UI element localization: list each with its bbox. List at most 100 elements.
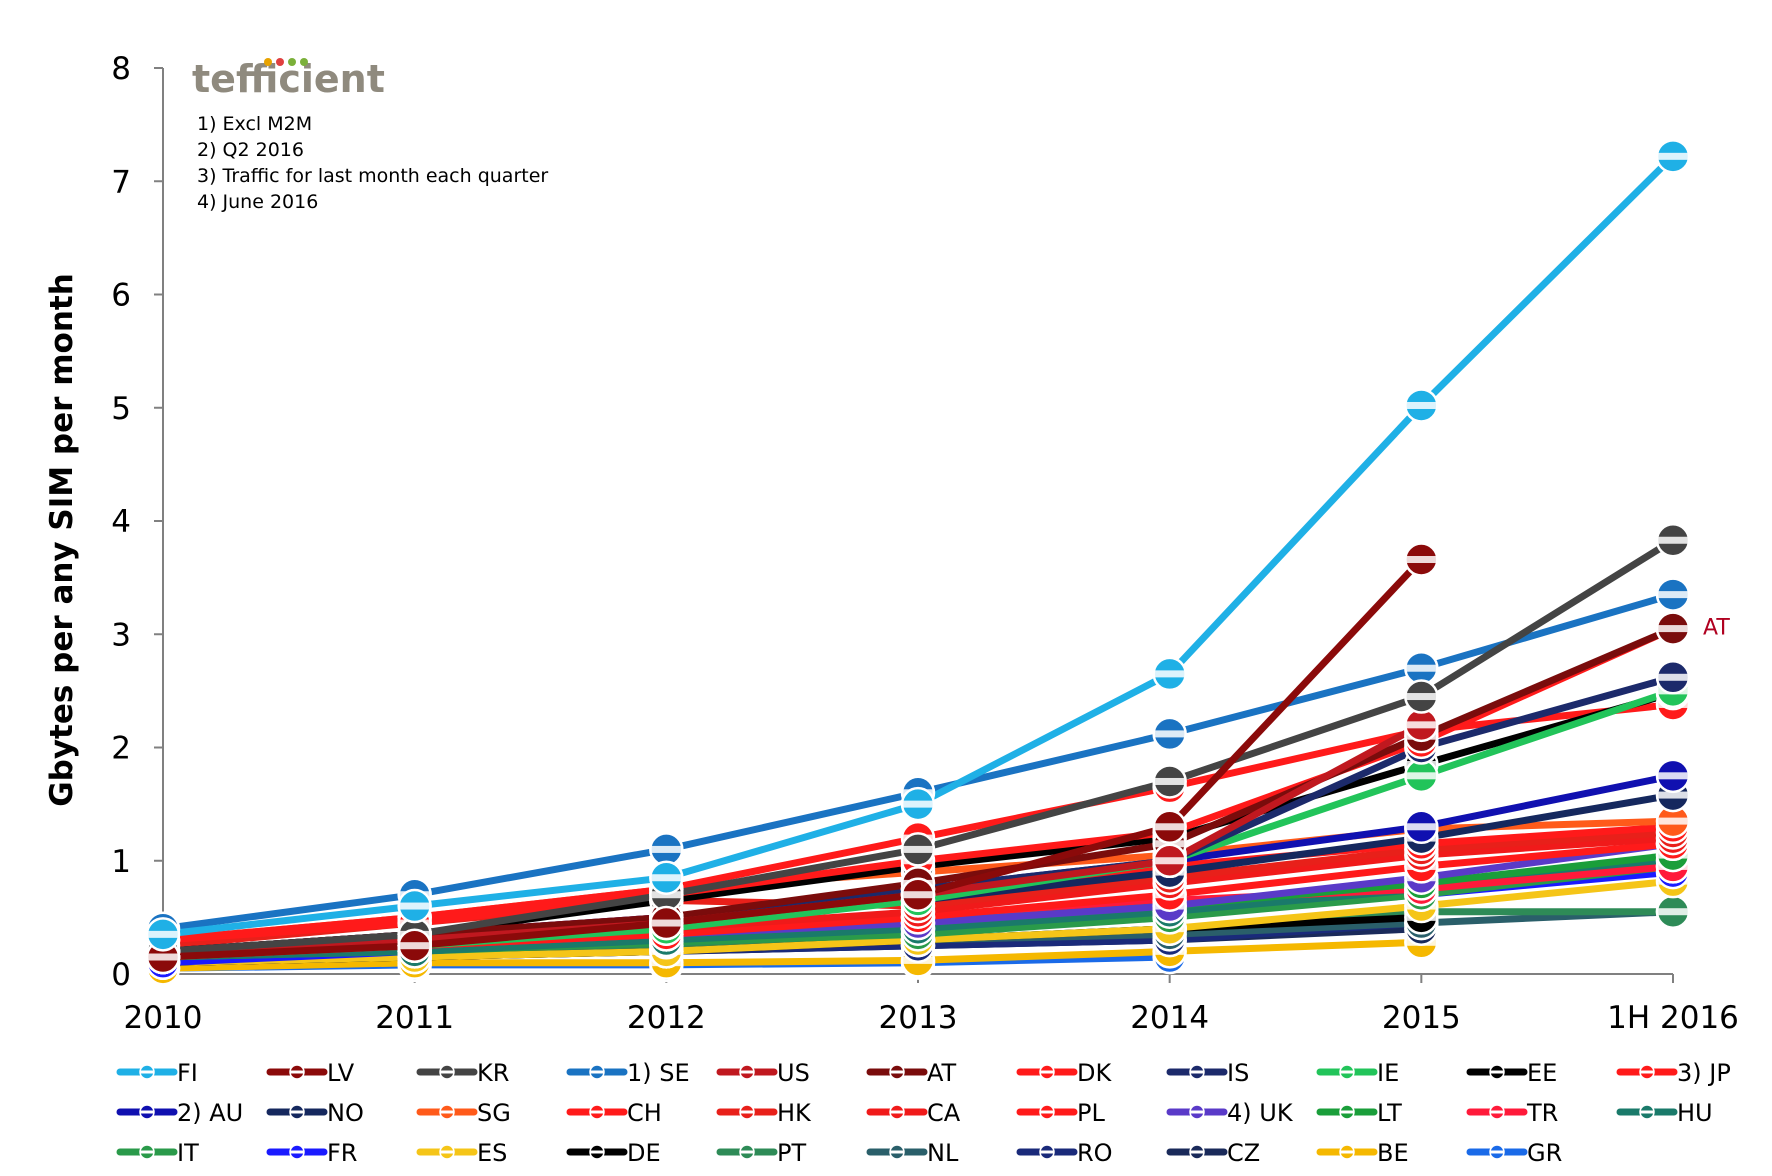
legend-item-hu: HU — [1616, 1099, 1713, 1127]
legend-label: HK — [777, 1099, 812, 1127]
legend-label: RO — [1077, 1139, 1113, 1167]
data-point-fi — [900, 786, 936, 822]
legend-item-pt: PT — [716, 1139, 806, 1167]
legend-item-dk: DK — [1016, 1059, 1112, 1087]
legend-item-4-uk: 4) UK — [1166, 1099, 1294, 1127]
legend-item-ie: IE — [1316, 1059, 1399, 1087]
footnote-2: 2) Q2 2016 — [197, 139, 304, 161]
data-point-lv — [397, 928, 432, 963]
legend-item-1-se: 1) SE — [566, 1059, 690, 1087]
data-point-kr — [1152, 764, 1187, 799]
data-point-kr — [900, 832, 936, 867]
legend-item-is: IS — [1166, 1059, 1249, 1087]
legend-item-nl: NL — [866, 1139, 959, 1167]
data-point-fi — [397, 888, 432, 924]
legend-item-fi: FI — [116, 1059, 198, 1087]
y-tick-label: 2 — [111, 731, 131, 767]
legend-item-fr: FR — [266, 1139, 357, 1167]
legend-label: CA — [927, 1099, 961, 1127]
data-point-us — [1152, 843, 1187, 878]
logo-dot-1 — [264, 58, 272, 66]
legend-item-it: IT — [116, 1139, 199, 1167]
legend-item-ca: CA — [866, 1099, 961, 1127]
legend-label: NO — [327, 1099, 364, 1127]
legend-label: KR — [477, 1059, 509, 1087]
data-point-is — [1655, 660, 1691, 695]
legend-label: HU — [1677, 1099, 1713, 1127]
data-point-lv — [900, 877, 936, 912]
legend-label: CH — [627, 1099, 662, 1127]
y-tick-label: 5 — [111, 391, 131, 427]
series-line-be — [159, 938, 1425, 972]
footnote-3: 3) Traffic for last month each quarter — [197, 165, 548, 187]
legend-item-lv: LV — [266, 1059, 355, 1087]
legend-label: FI — [177, 1059, 198, 1087]
legend-item-no: NO — [266, 1099, 364, 1127]
data-point-lv — [649, 905, 684, 941]
legend-item-be: BE — [1316, 1139, 1409, 1167]
legend-item-2-au: 2) AU — [116, 1099, 243, 1127]
legend-item-tr: TR — [1466, 1099, 1558, 1127]
data-point-1-se — [1655, 577, 1691, 612]
data-point-kr — [1404, 679, 1439, 714]
legend-label: BE — [1377, 1139, 1409, 1167]
data-point-2-au — [1655, 758, 1691, 794]
legend-item-pl: PL — [1016, 1099, 1105, 1127]
logo-dot-2 — [276, 58, 284, 66]
x-tick-label: 1H 2016 — [1607, 1000, 1739, 1036]
legend-label: 1) SE — [627, 1059, 690, 1087]
legend-item-lt: LT — [1316, 1099, 1402, 1127]
legend-label: PT — [777, 1139, 806, 1167]
data-point-lv — [1152, 809, 1187, 845]
annotations: AT — [1703, 616, 1730, 641]
x-tick-label: 2013 — [879, 1000, 958, 1036]
annotation-label: AT — [1703, 616, 1730, 641]
legend-item-ro: RO — [1016, 1139, 1113, 1167]
legend-item-sg: SG — [416, 1099, 511, 1127]
footnote-1: 1) Excl M2M — [197, 113, 312, 135]
logo-dot-4 — [300, 58, 308, 66]
legend-item-ch: CH — [566, 1099, 662, 1127]
legend-item-de: DE — [566, 1139, 661, 1167]
data-point-lv — [1404, 542, 1439, 577]
data-point-ie — [1404, 758, 1439, 794]
y-tick-label: 0 — [111, 957, 131, 993]
series-markers — [145, 139, 1691, 986]
legend-label: EE — [1527, 1059, 1557, 1087]
legend-item-3-jp: 3) JP — [1616, 1059, 1731, 1087]
y-tick-label: 7 — [111, 164, 131, 200]
footnotes: 1) Excl M2M 2) Q2 2016 3) Traffic for la… — [197, 113, 548, 213]
legend-label: SG — [477, 1099, 511, 1127]
y-axis-label: Gbytes per any SIM per month — [44, 273, 80, 807]
x-tick-label: 2014 — [1130, 1000, 1209, 1036]
legend-label: IE — [1377, 1059, 1399, 1087]
legend-label: ES — [477, 1139, 507, 1167]
y-tick-label: 1 — [111, 844, 131, 880]
data-point-kr — [1655, 523, 1691, 558]
legend-label: PL — [1077, 1099, 1105, 1127]
legend-item-us: US — [716, 1059, 810, 1087]
legend-item-cz: CZ — [1166, 1139, 1260, 1167]
data-point-fi — [649, 860, 684, 895]
legend-label: LV — [327, 1059, 355, 1087]
legend-label: AT — [927, 1059, 957, 1087]
legend-label: 3) JP — [1677, 1059, 1731, 1087]
x-tick-label: 2010 — [124, 1000, 203, 1036]
data-point-at — [1655, 611, 1691, 646]
legend-item-at: AT — [866, 1059, 957, 1087]
data-point-1-se — [1152, 716, 1187, 752]
legend-label: DK — [1077, 1059, 1112, 1087]
data-point-fi — [1404, 388, 1439, 423]
x-tick-label: 2011 — [375, 1000, 454, 1036]
y-tick-label: 8 — [111, 51, 131, 87]
legend-item-es: ES — [416, 1139, 507, 1167]
legend-label: IS — [1227, 1059, 1249, 1087]
data-point-fi — [1152, 656, 1187, 692]
legend-label: IT — [177, 1139, 199, 1167]
legend-label: NL — [927, 1139, 959, 1167]
y-tick-label: 6 — [111, 278, 131, 314]
data-point-fi — [145, 917, 181, 952]
series-line-lv — [159, 556, 1425, 961]
